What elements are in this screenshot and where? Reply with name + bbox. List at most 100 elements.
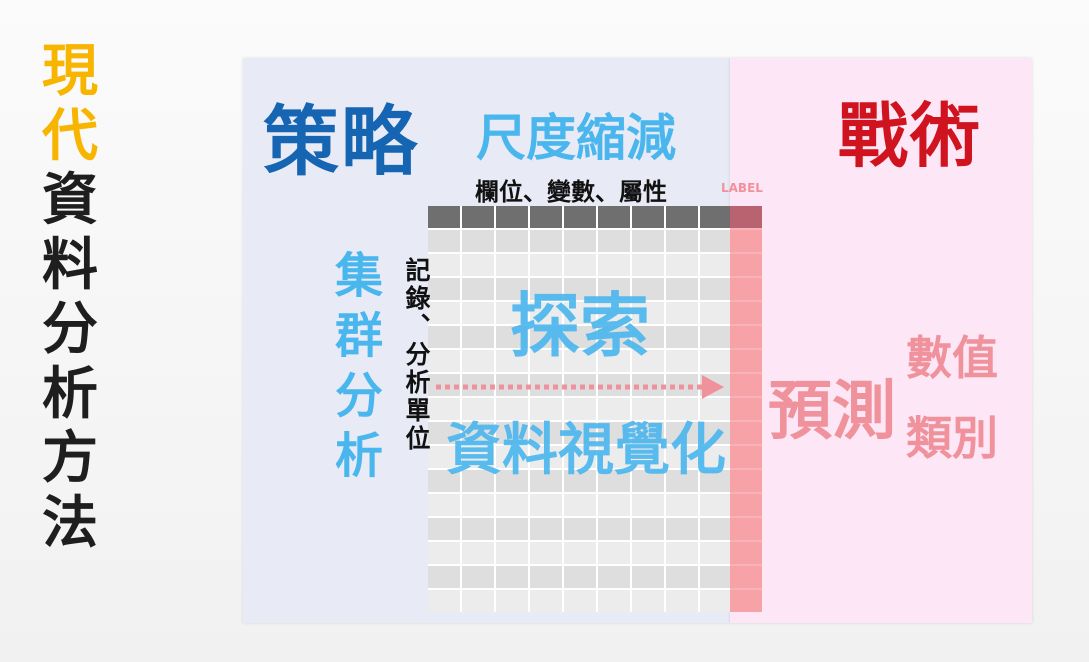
table-cell: [564, 254, 596, 276]
table-cell: [530, 446, 562, 468]
table-cell: [598, 494, 630, 516]
table-cell: [428, 422, 460, 444]
table-cell: [564, 542, 596, 564]
table-cell: [632, 566, 664, 588]
table-cell: [700, 590, 732, 612]
label-cell: [730, 590, 762, 612]
table-cell: [462, 206, 494, 228]
table-cell: [700, 542, 732, 564]
predict-label: 預測: [768, 375, 896, 449]
table-cell: [530, 326, 562, 348]
table-cell: [462, 470, 494, 492]
table-cell: [428, 494, 460, 516]
tactics-panel: [730, 58, 1032, 623]
table-cell: [598, 542, 630, 564]
table-cell: [666, 422, 698, 444]
label-cell: [730, 542, 762, 564]
table-cell: [496, 470, 528, 492]
table-cell: [632, 542, 664, 564]
table-cell: [428, 350, 460, 372]
table-cell: [530, 494, 562, 516]
table-cell: [496, 254, 528, 276]
label-cell: [730, 230, 762, 252]
title-char: 法: [42, 490, 98, 556]
table-cell: [700, 518, 732, 540]
table-cell: [496, 350, 528, 372]
table-cell: [598, 350, 630, 372]
title-char: 析: [42, 361, 98, 427]
table-cell: [530, 302, 562, 324]
table-cell: [564, 446, 596, 468]
table-cell: [564, 398, 596, 420]
clustering-char: 分: [334, 368, 383, 424]
table-cell: [496, 518, 528, 540]
table-cell: [700, 398, 732, 420]
table-cell: [496, 566, 528, 588]
table-cell: [496, 302, 528, 324]
table-cell: [666, 566, 698, 588]
table-cell: [564, 350, 596, 372]
table-cell: [496, 494, 528, 516]
clustering-char: 集: [334, 248, 383, 304]
table-cell: [564, 590, 596, 612]
title-char: 資: [42, 168, 98, 233]
label-cell: [730, 326, 762, 348]
table-cell: [598, 230, 630, 252]
table-cell: [530, 470, 562, 492]
table-cell: [462, 350, 494, 372]
table-cell: [700, 470, 732, 492]
dimension-reduction-label: 尺度縮減: [476, 109, 676, 167]
table-cell: [428, 326, 460, 348]
table-cell: [700, 446, 732, 468]
table-cell: [598, 302, 630, 324]
table-cell: [598, 374, 630, 396]
table-cell: [462, 230, 494, 252]
vertical-title: 現代資料分析方法: [36, 39, 104, 556]
table-cell: [428, 398, 460, 420]
table-cell: [428, 302, 460, 324]
table-cell: [666, 398, 698, 420]
table-cell: [462, 278, 494, 300]
table-cell: [632, 470, 664, 492]
table-cell: [598, 278, 630, 300]
table-cell: [666, 590, 698, 612]
table-cell: [564, 566, 596, 588]
table-cell: [632, 518, 664, 540]
title-char: 現: [42, 39, 98, 104]
table-cell: [462, 590, 494, 612]
table-cell: [666, 230, 698, 252]
table-cell: [564, 422, 596, 444]
category-label: 類別: [906, 411, 998, 465]
label-cell: [730, 278, 762, 300]
table-cell: [564, 302, 596, 324]
dotted-arrow-icon: [436, 375, 724, 399]
table-cell: [564, 278, 596, 300]
table-cell: [462, 518, 494, 540]
table-cell: [700, 350, 732, 372]
table-cell: [598, 590, 630, 612]
table-cell: [598, 470, 630, 492]
table-cell: [700, 326, 732, 348]
table-cell: [428, 230, 460, 252]
explore-label: 探索: [510, 285, 650, 367]
label-cell: [730, 518, 762, 540]
table-cell: [700, 566, 732, 588]
table-cell: [564, 206, 596, 228]
table-cell: [428, 206, 460, 228]
table-cell: [530, 422, 562, 444]
table-cell: [462, 254, 494, 276]
table-cell: [462, 422, 494, 444]
table-cell: [700, 422, 732, 444]
table-cell: [666, 302, 698, 324]
table-cell: [666, 206, 698, 228]
table-cell: [530, 278, 562, 300]
table-cell: [428, 374, 460, 396]
table-cell: [632, 350, 664, 372]
table-cell: [428, 446, 460, 468]
table-cell: [700, 206, 732, 228]
title-char: 代: [42, 103, 98, 169]
table-cell: [462, 494, 494, 516]
label-cell: [730, 206, 762, 228]
table-cell: [496, 326, 528, 348]
table-cell: [530, 590, 562, 612]
